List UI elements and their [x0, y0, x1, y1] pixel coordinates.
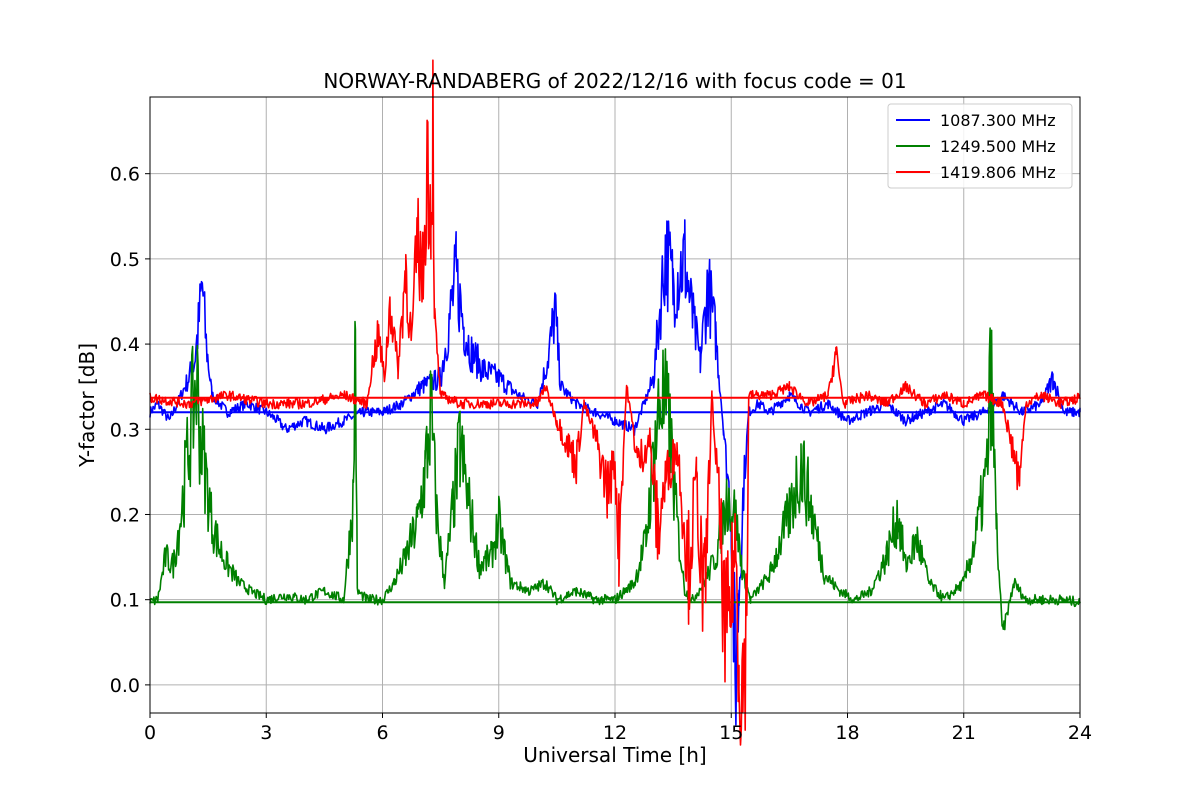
series-layer [149, 59, 1081, 746]
chart-title: NORWAY-RANDABERG of 2022/12/16 with focu… [323, 69, 906, 93]
x-tick-label: 9 [493, 722, 505, 744]
x-tick-label: 15 [719, 722, 743, 744]
ticks: 0 3 6 9 12 15 18 21 24 0.0 0.1 0.2 0.3 0.4 0.5 0.6 [110, 164, 1092, 744]
y-tick-label: 0.2 [110, 504, 140, 526]
x-axis-label: Universal Time [h] [523, 743, 706, 767]
y-tick-label: 0.0 [110, 675, 140, 697]
legend-label: 1419.806 MHz [940, 163, 1056, 182]
y-axis-label: Y-factor [dB] [75, 343, 99, 468]
y-tick-label: 0.6 [110, 164, 140, 186]
x-tick-label: 21 [952, 722, 976, 744]
x-tick-label: 0 [144, 722, 156, 744]
x-tick-label: 18 [835, 722, 859, 744]
legend: 1087.300 MHz 1249.500 MHz 1419.806 MHz [887, 103, 1073, 189]
x-tick-label: 12 [603, 722, 627, 744]
y-tick-label: 0.3 [110, 419, 140, 441]
series-line [149, 219, 1081, 726]
x-tick-label: 6 [376, 722, 388, 744]
y-tick-label: 0.1 [110, 590, 140, 612]
legend-label: 1249.500 MHz [940, 137, 1056, 156]
y-tick-label: 0.4 [110, 334, 140, 356]
series-line [149, 59, 1081, 746]
x-tick-label: 3 [260, 722, 272, 744]
legend-label: 1087.300 MHz [940, 111, 1056, 130]
legend-box [887, 103, 1073, 189]
series-line [149, 320, 1081, 631]
x-tick-label: 24 [1068, 722, 1092, 744]
y-tick-label: 0.5 [110, 249, 140, 271]
